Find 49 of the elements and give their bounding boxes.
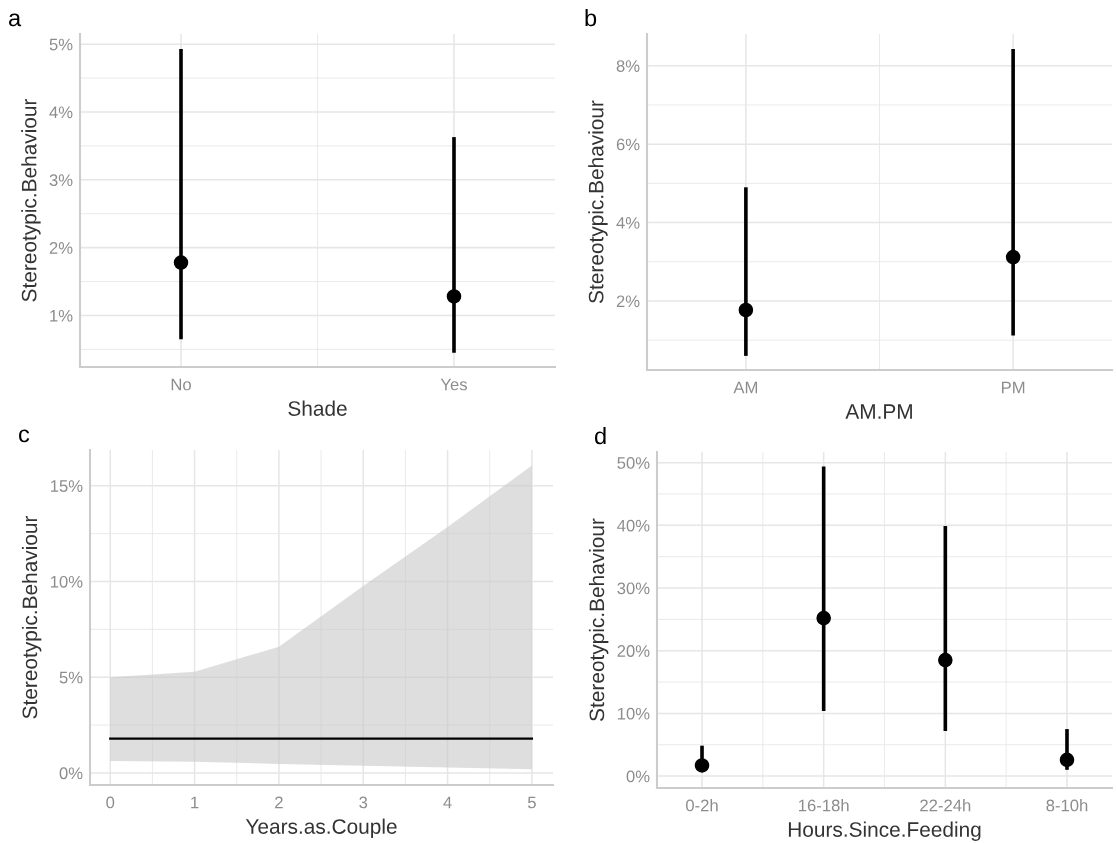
- y-tick-label: 20%: [617, 645, 650, 657]
- y-tick-label: 10%: [617, 707, 650, 720]
- x-tick-label: 3: [359, 796, 368, 809]
- x-tick-label: 1: [191, 796, 199, 809]
- y-tick-label: 0%: [626, 770, 650, 783]
- y-tick-label: 8%: [616, 60, 640, 72]
- point: [938, 652, 953, 668]
- x-tick-label: 16-18h: [799, 799, 849, 812]
- y-tick-label: 15%: [50, 480, 83, 492]
- y-tick-label: 10%: [50, 575, 83, 588]
- point: [694, 758, 710, 773]
- chart-title: a: [9, 13, 22, 27]
- x-tick-label: PM: [1001, 381, 1025, 394]
- x-tick-label: 8-10h: [1046, 799, 1088, 812]
- x-tick-label: AM: [733, 381, 758, 394]
- x-tick-label: No: [171, 378, 191, 391]
- point: [816, 610, 831, 626]
- x-tick-label: 0: [106, 796, 115, 809]
- chart-title: c: [19, 429, 30, 443]
- y-tick-label: 40%: [617, 519, 650, 532]
- y-axis-title: Stereotypic.Behaviour: [588, 100, 608, 303]
- x-tick-label: 2: [275, 796, 283, 809]
- x-tick-label: 0-2h: [685, 799, 718, 812]
- y-axis-title: Stereotypic.Behaviour: [21, 515, 42, 719]
- x-tick-label: 22-24h: [920, 799, 971, 812]
- y-tick-label: 4%: [616, 217, 640, 229]
- y-axis-title: Stereotypic.Behaviour: [588, 518, 609, 721]
- chart-title: b: [585, 9, 597, 27]
- y-tick-label: 0%: [59, 767, 83, 780]
- y-tick-label: 30%: [617, 582, 650, 595]
- y-tick-label: 2%: [49, 242, 73, 254]
- y-tick-label: 6%: [616, 138, 640, 151]
- y-tick-label: 2%: [616, 295, 640, 308]
- y-tick-label: 3%: [49, 174, 73, 187]
- x-tick-label: 4: [443, 796, 452, 809]
- x-tick-label: Yes: [440, 378, 467, 391]
- y-tick-label: 1%: [50, 309, 73, 322]
- x-axis-title: AM.PM: [845, 404, 912, 419]
- y-tick-label: 5%: [49, 38, 73, 51]
- x-tick-label: 5: [527, 796, 536, 809]
- x-axis-title: Years.as.Couple: [245, 818, 397, 839]
- chart-title: d: [594, 426, 606, 445]
- x-axis-title: Hours.Since.Feeding: [788, 821, 981, 842]
- y-axis-title: Stereotypic.Behaviour: [21, 98, 41, 302]
- y-tick-label: 4%: [49, 106, 73, 119]
- point: [1059, 752, 1075, 768]
- y-tick-label: 5%: [59, 671, 83, 684]
- x-axis-title: Shade: [288, 400, 347, 416]
- y-tick-label: 50%: [617, 457, 650, 469]
